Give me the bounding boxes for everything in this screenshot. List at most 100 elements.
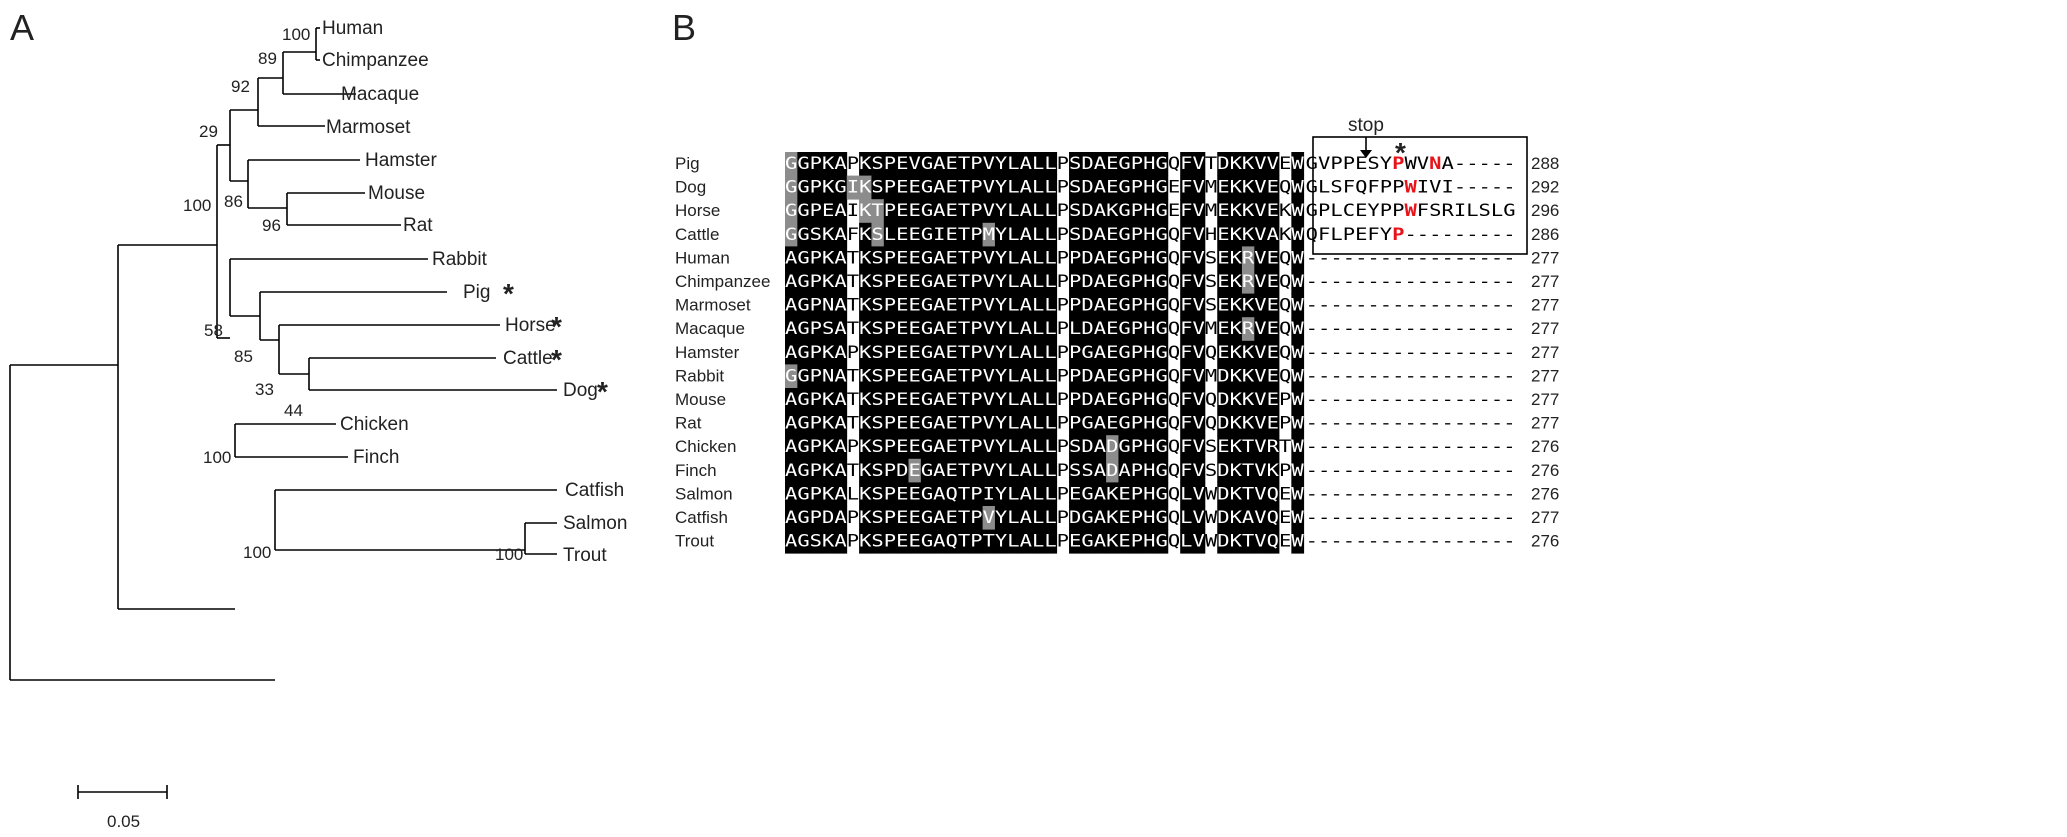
residue-shade	[859, 175, 872, 200]
residue-shade	[1291, 435, 1305, 460]
residue-shade	[957, 529, 971, 554]
residue-shade	[1241, 458, 1255, 483]
residue-shade	[1291, 293, 1305, 318]
residue-shade	[822, 482, 835, 507]
residue-shade	[1180, 458, 1193, 483]
residue-shade	[1106, 222, 1119, 247]
residue-shade	[1044, 199, 1058, 224]
residue-shade	[994, 482, 1008, 507]
residue-shade	[1019, 317, 1033, 342]
residue-shade	[1155, 317, 1169, 342]
residue-shade	[1229, 152, 1243, 176]
sequence-length: 277	[1531, 508, 1559, 527]
residue-shade	[797, 293, 811, 318]
residue-shade	[1007, 435, 1021, 460]
residue-shade	[1106, 317, 1119, 342]
species-name: Salmon	[675, 484, 733, 503]
residue-shade	[859, 529, 872, 554]
residue-shade	[1254, 340, 1268, 365]
residue-shade	[920, 270, 934, 294]
residue-shade	[945, 270, 959, 294]
sequence-tail: -----------------	[1306, 414, 1516, 434]
residue-shade	[945, 222, 959, 247]
residue-shade	[822, 293, 835, 318]
residue-shade	[1007, 317, 1021, 342]
stop-codon-box	[1312, 136, 1528, 255]
residue-shade	[1081, 340, 1095, 365]
residue-shade	[920, 199, 934, 224]
residue-shade	[1291, 175, 1305, 200]
residue-shade	[1180, 270, 1193, 294]
residue-shade	[1266, 246, 1280, 271]
residue-shade	[859, 364, 872, 389]
residue-shade	[1019, 435, 1033, 460]
residue-shade	[1106, 388, 1119, 412]
residue-shade	[883, 270, 897, 294]
residue-shade	[871, 152, 885, 176]
taxon-finch: Finch	[353, 447, 399, 468]
residue-shade	[1192, 411, 1206, 436]
residue-shade	[994, 388, 1008, 412]
residue-shade	[1069, 222, 1082, 247]
residue-shade	[970, 199, 983, 224]
residue-shade	[908, 222, 922, 247]
residue-shade	[945, 529, 959, 554]
residue-shade	[1106, 482, 1119, 507]
residue-shade	[957, 317, 971, 342]
residue-shade	[970, 458, 983, 483]
residue-shade	[1106, 340, 1119, 365]
residue-shade	[1007, 364, 1021, 389]
residue-shade	[982, 246, 996, 271]
residue-shade	[1081, 270, 1095, 294]
sequence-tail: -----------------	[1306, 390, 1516, 410]
residue-shade	[1229, 340, 1243, 365]
residue-shade	[1019, 411, 1033, 436]
species-name: Dog	[675, 178, 706, 197]
residue-shade	[822, 458, 835, 483]
residue-shade	[1143, 175, 1156, 200]
taxon-rat: Rat	[403, 215, 433, 236]
residue-shade	[1155, 222, 1169, 247]
residue-shade	[785, 340, 798, 365]
residue-shade	[920, 340, 934, 365]
residue-shade	[933, 529, 946, 554]
residue-shade	[1069, 270, 1082, 294]
residue-shade	[1093, 435, 1107, 460]
residue-shade	[957, 246, 971, 271]
residue-shade	[1044, 152, 1058, 176]
residue-shade	[834, 435, 848, 460]
residue-shade	[1143, 482, 1156, 507]
residue-shade	[1143, 199, 1156, 224]
residue-shade	[1019, 246, 1033, 271]
alignment-row: Salmon A G P K A L K S P E E G A Q T P I Y L A L L P E G A K E P H G Q L V…	[675, 482, 1559, 507]
residue-shade	[1130, 364, 1144, 389]
alignment-row: Marmoset A G P N A T K S P E E G A E T P V Y L A L L P P D A E G P H G Q…	[675, 293, 1559, 318]
residue-shade	[1192, 435, 1206, 460]
alignment-row: Finch A G P K A T K S P D E G A E T P V Y L A L L P S S A D A P H G Q F V S…	[675, 458, 1559, 483]
residue-shade	[994, 364, 1008, 389]
residue-shade	[1229, 293, 1243, 318]
taxon-human: Human	[322, 18, 383, 39]
residue-shade	[1266, 175, 1280, 200]
residue-shade	[822, 222, 835, 247]
residue-shade	[970, 482, 983, 507]
residue-shade	[970, 506, 983, 530]
residue-shade	[982, 388, 996, 412]
alignment-row: Mouse A G P K A T K S P E E G A E T P V Y L A L L P P D A E G P H G Q F V Q…	[675, 388, 1559, 412]
residue-shade	[1291, 246, 1305, 271]
residue-shade	[1081, 152, 1095, 176]
residue-shade	[970, 340, 983, 365]
residue-shade	[834, 482, 848, 507]
sequence-length: 277	[1531, 272, 1559, 291]
residue-shade	[1106, 246, 1119, 271]
residue-shade	[1106, 270, 1119, 294]
residue-shade	[1155, 199, 1169, 224]
residue-shade	[871, 411, 885, 436]
residue-shade	[1019, 506, 1033, 530]
residue-shade	[1118, 293, 1132, 318]
